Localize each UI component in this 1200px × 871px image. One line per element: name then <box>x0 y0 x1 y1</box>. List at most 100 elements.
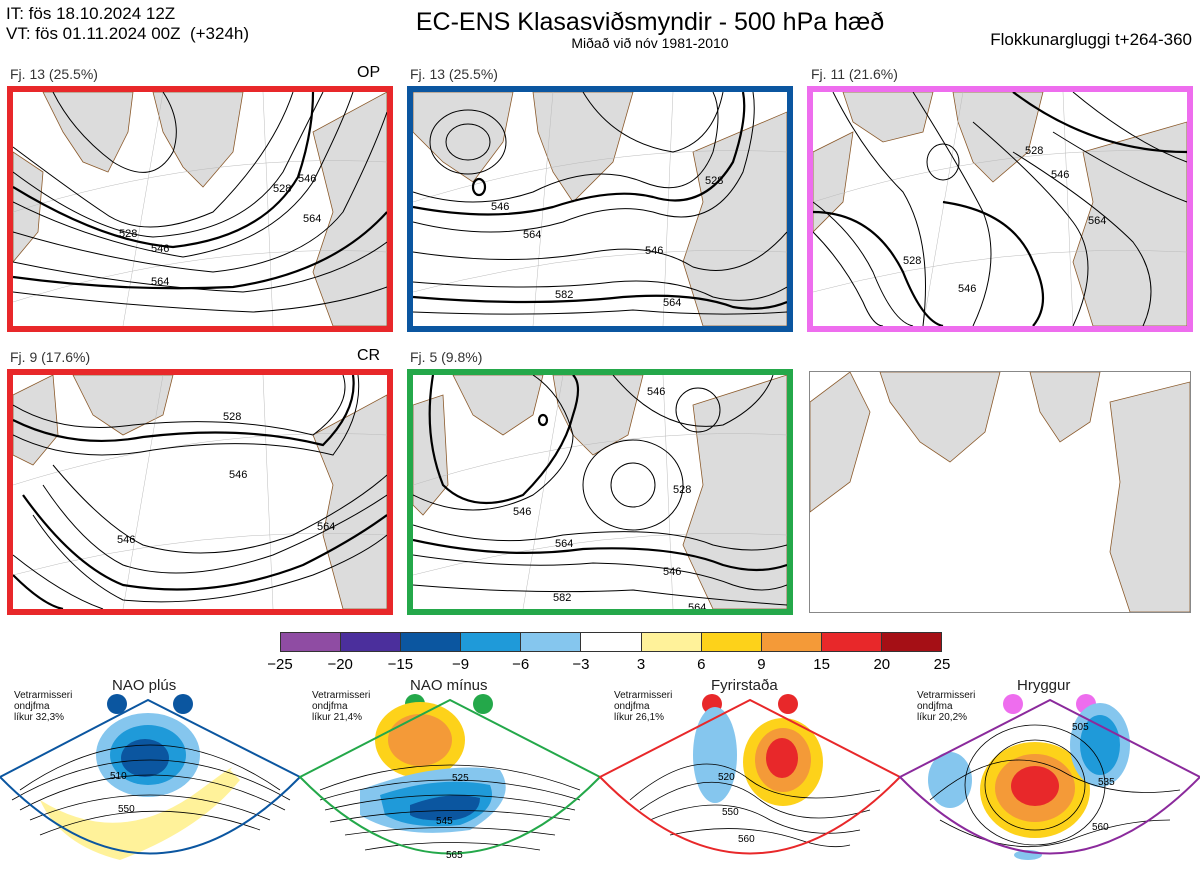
cluster-label-1: Fj. 13 (25.5%) <box>10 66 98 82</box>
colorbar-tick: 6 <box>697 656 706 673</box>
colorbar-tick: −6 <box>512 656 530 673</box>
regime-contour-label: 550 <box>722 807 739 818</box>
contour-label: 528 <box>903 255 921 267</box>
colorbar-swatch <box>701 633 762 651</box>
contour-label: 546 <box>229 469 247 481</box>
regime-map-nao-minus: 525 545 565 <box>298 698 602 861</box>
contour-label: 564 <box>555 538 573 550</box>
cluster-label-2: Fj. 13 (25.5%) <box>410 66 498 82</box>
regime-title-ridge: Hryggur <box>1017 677 1071 694</box>
colorbar-tick: 20 <box>873 656 891 673</box>
cluster-map-5: 546 528 546 564 546 582 564 <box>407 369 793 615</box>
regime-dot <box>778 694 798 714</box>
colorbar-swatch <box>581 633 642 651</box>
contour-label: 528 <box>273 183 291 195</box>
greenland-land <box>42 92 134 173</box>
colorbar-swatch <box>881 633 942 651</box>
contour-label: 546 <box>151 243 169 255</box>
contour-label: 528 <box>1025 145 1043 157</box>
contour-label: 546 <box>298 173 316 185</box>
regime-contour-label: 520 <box>718 772 735 783</box>
cluster-label-4: Fj. 9 (17.6%) <box>10 349 91 365</box>
contour-label: 528 <box>119 228 137 240</box>
colorbar-swatch <box>401 633 462 651</box>
regime-contour-label: 560 <box>738 834 755 845</box>
canada-land <box>13 151 44 263</box>
cluster-map-2: 546 528 564 546 582 564 <box>407 86 793 332</box>
regime-title-blocking: Fyrirstaða <box>711 677 778 694</box>
regime-contour-label: 560 <box>1092 822 1109 833</box>
cluster-map-3: 528 546 564 528 546 <box>807 86 1193 332</box>
colorbar-tick: −3 <box>572 656 590 673</box>
colorbar-tick: 25 <box>933 656 951 673</box>
page-title: EC-ENS Klasasviðsmyndir - 500 hPa hæð <box>415 8 885 36</box>
base-map-empty <box>809 371 1191 613</box>
contour-label: 546 <box>513 506 531 518</box>
cluster-map-1: 528 546 546 528 564 564 <box>7 86 393 332</box>
colorbar-tick: 3 <box>636 656 646 673</box>
contour-label: 564 <box>523 229 541 241</box>
colorbar-swatch <box>341 633 402 651</box>
colorbar-swatch <box>641 633 702 651</box>
regime-contour-label: 525 <box>452 773 469 784</box>
colorbar-swatch <box>281 633 342 651</box>
classification-window: Flokkunargluggi t+264-360 <box>990 30 1192 49</box>
contour-label: 582 <box>553 592 571 604</box>
regime-note-2: Vetrarmisseri ondjfma líkur 21,4% <box>312 690 371 723</box>
colorbar <box>280 632 942 652</box>
colorbar-tick: −25 <box>267 656 293 673</box>
regime-dot <box>1003 694 1023 714</box>
contour-label: 546 <box>491 201 509 213</box>
cluster-tag-op: OP <box>357 64 381 81</box>
europe-land <box>312 92 387 326</box>
regime-title-nao-minus: NAO mínus <box>410 677 488 694</box>
valid-time: VT: fös 01.11.2024 00Z (+324h) <box>6 24 250 43</box>
regime-note-1: Vetrarmisseri ondjfma líkur 32,3% <box>14 690 73 723</box>
regime-note-3: Vetrarmisseri ondjfma líkur 26,1% <box>614 690 673 723</box>
colorbar-swatch <box>521 633 582 651</box>
contour-label: 582 <box>555 289 573 301</box>
cluster-map-4: 528 546 546 564 <box>7 369 393 615</box>
regime-contour-label: 550 <box>118 804 135 815</box>
regime-dot <box>107 694 127 714</box>
colorbar-swatch <box>461 633 522 651</box>
colorbar-tick: −15 <box>387 656 414 673</box>
greenland-land-2 <box>152 92 244 188</box>
regime-map-nao-plus: 510 550 <box>0 698 302 860</box>
colorbar-tick: −9 <box>451 656 470 673</box>
contour-label: 564 <box>1088 215 1106 227</box>
regime-contour-label: 510 <box>110 771 127 782</box>
regime-dot <box>173 694 193 714</box>
contour-label: 546 <box>1051 169 1069 181</box>
contour-label: 528 <box>673 484 691 496</box>
colorbar-tick: 15 <box>813 656 830 673</box>
contour-label: 546 <box>663 566 681 578</box>
contour-label: 546 <box>958 283 976 295</box>
contour-label: 564 <box>303 213 321 225</box>
cluster-label-5: Fj. 5 (9.8%) <box>410 349 483 365</box>
contour-label: 546 <box>647 386 665 398</box>
regime-dot <box>473 694 493 714</box>
regime-contour-label: 535 <box>1098 777 1115 788</box>
initial-time: IT: fös 18.10.2024 12Z VT: fös 01.11.2024… <box>6 4 250 43</box>
regime-map-ridge: 505 535 560 <box>898 698 1200 860</box>
regime-maps: 510 550 525 545 565 520 550 560 <box>0 698 1200 861</box>
regime-contour-label: 545 <box>436 816 453 827</box>
regime-map-blocking: 520 550 560 <box>598 698 902 855</box>
regime-contour-label: 505 <box>1072 722 1089 733</box>
contour-label: 564 <box>663 297 681 309</box>
regime-contour-label: 565 <box>446 850 463 861</box>
contour-label: 564 <box>688 602 706 609</box>
page-subtitle: Miðað við nóv 1981-2010 <box>571 35 729 51</box>
cluster-label-3: Fj. 11 (21.6%) <box>811 66 898 82</box>
contour-label: 528 <box>705 175 723 187</box>
regime-note-4: Vetrarmisseri ondjfma líkur 20,2% <box>917 690 976 723</box>
contour-label: 564 <box>151 276 169 288</box>
colorbar-tick: −20 <box>327 656 353 673</box>
contour-label: 546 <box>117 534 135 546</box>
contour-label: 528 <box>223 411 241 423</box>
regime-title-nao-plus: NAO plús <box>112 677 177 694</box>
colorbar-tick: 9 <box>757 656 766 673</box>
cluster-tag-cr: CR <box>357 347 381 364</box>
colorbar-swatch <box>761 633 822 651</box>
